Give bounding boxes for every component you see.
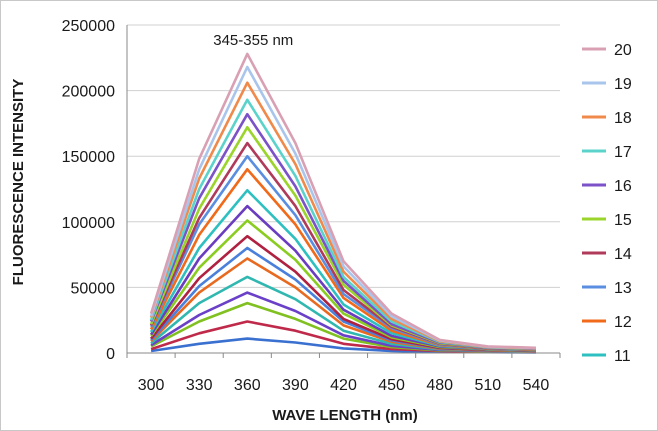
legend-label: 11 xyxy=(614,348,631,365)
y-axis-title: FLUORESCENCE INTENSITY xyxy=(10,79,27,286)
y-tick-labels: 0 50000 100000 150000 200000 250000 xyxy=(62,18,115,363)
x-tick-labels: 300 330 360 390 420 450 480 510 540 xyxy=(138,377,550,394)
y-tick-label: 150000 xyxy=(62,149,115,166)
x-tick-label: 540 xyxy=(523,377,550,394)
x-tick-label: 450 xyxy=(378,377,405,394)
legend-label: 20 xyxy=(614,42,632,59)
y-tick-label: 50000 xyxy=(71,280,116,297)
x-tick-label: 330 xyxy=(186,377,213,394)
x-tick-label: 480 xyxy=(426,377,453,394)
y-tick-label: 100000 xyxy=(62,215,115,232)
legend-label: 19 xyxy=(614,76,632,93)
legend: 20 19 18 17 16 15 14 13 12 11 xyxy=(582,42,632,365)
y-tick-label: 0 xyxy=(106,346,115,363)
peak-annotation: 345-355 nm xyxy=(213,32,293,49)
y-tick-label: 250000 xyxy=(62,18,115,35)
legend-label: 14 xyxy=(614,246,632,263)
x-tick-label: 300 xyxy=(138,377,165,394)
axes xyxy=(126,25,561,358)
legend-label: 17 xyxy=(614,144,632,161)
x-tick-label: 420 xyxy=(330,377,357,394)
x-tick-label: 390 xyxy=(282,377,309,394)
legend-label: 13 xyxy=(614,280,632,297)
x-tick-label: 360 xyxy=(234,377,261,394)
x-axis-title: WAVE LENGTH (nm) xyxy=(272,407,418,424)
y-tick-label: 200000 xyxy=(62,84,115,101)
series-lines xyxy=(149,52,536,354)
legend-label: 18 xyxy=(614,110,632,127)
legend-label: 16 xyxy=(614,178,632,195)
legend-label: 12 xyxy=(614,314,632,331)
series-line xyxy=(149,52,536,350)
x-tick-label: 510 xyxy=(474,377,501,394)
legend-label: 15 xyxy=(614,212,632,229)
